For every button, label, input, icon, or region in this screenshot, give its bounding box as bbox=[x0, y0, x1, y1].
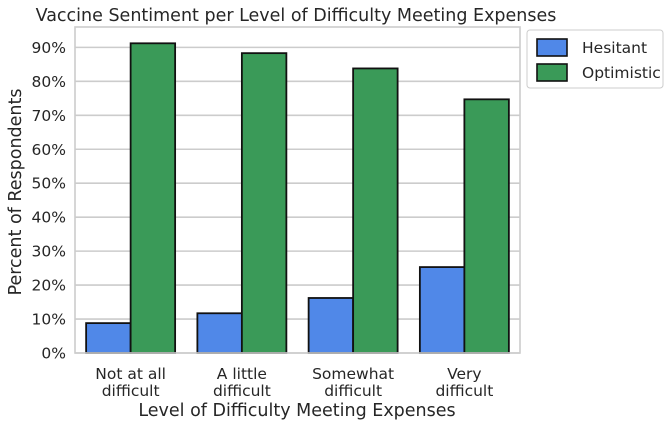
y-axis-label: Percent of Respondents bbox=[6, 89, 26, 296]
x-tick-label: difficult bbox=[435, 382, 493, 400]
legend: Hesitant Optimistic bbox=[526, 29, 664, 89]
y-tick-label: 90% bbox=[32, 39, 66, 57]
legend-label-optimistic: Optimistic bbox=[582, 64, 661, 82]
x-tick-label: Somewhat bbox=[312, 365, 394, 383]
bar-optimistic-4 bbox=[463, 98, 510, 354]
y-tick-label: 20% bbox=[32, 277, 66, 295]
y-tick-label: 10% bbox=[32, 311, 66, 329]
x-axis-label: Level of Difficulty Meeting Expenses bbox=[138, 401, 455, 421]
bar-hesitant-2 bbox=[196, 312, 243, 354]
bar-hesitant-4 bbox=[418, 266, 466, 354]
y-tick-label: 50% bbox=[32, 175, 66, 193]
y-tick-label: 80% bbox=[32, 73, 66, 91]
y-tick-label: 60% bbox=[32, 141, 66, 159]
legend-swatch-optimistic bbox=[536, 63, 568, 82]
y-tick-label: 70% bbox=[32, 107, 66, 125]
x-tick-label: Not at all bbox=[95, 365, 166, 383]
chart-title: Vaccine Sentiment per Level of Difficult… bbox=[36, 6, 557, 26]
bar-hesitant-1 bbox=[85, 322, 132, 354]
legend-label-hesitant: Hesitant bbox=[582, 39, 647, 57]
plot-frame bbox=[74, 26, 521, 354]
x-tick-label: difficult bbox=[102, 382, 160, 400]
y-tick-label: 40% bbox=[32, 209, 66, 227]
legend-swatch-hesitant bbox=[536, 38, 568, 57]
y-tick-label: 30% bbox=[32, 243, 66, 261]
bar-optimistic-1 bbox=[129, 42, 177, 354]
x-tick-label: Very bbox=[447, 365, 481, 383]
bar-hesitant-3 bbox=[307, 297, 355, 354]
bar-optimistic-2 bbox=[240, 52, 288, 354]
y-tick-label: 0% bbox=[41, 345, 66, 363]
x-tick-label: difficult bbox=[213, 382, 271, 400]
x-tick-label: difficult bbox=[324, 382, 382, 400]
x-tick-label: A little bbox=[217, 365, 267, 383]
y-tick-labels: 0% 10% 20% 30% 40% 50% 60% 70% 80% 90% bbox=[32, 39, 66, 363]
bar-optimistic-3 bbox=[352, 67, 399, 354]
